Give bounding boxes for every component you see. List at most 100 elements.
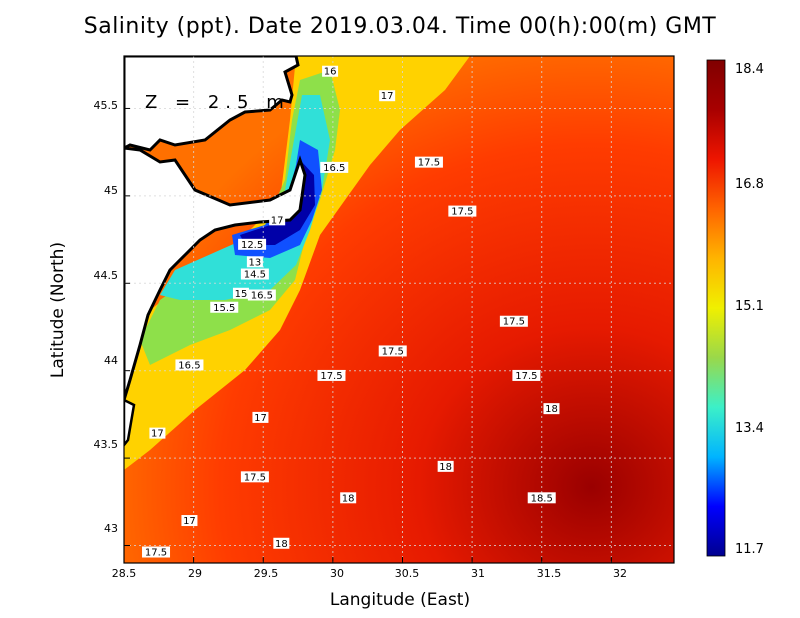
colorbar: [706, 59, 726, 557]
contour-label-text: 13: [249, 257, 262, 268]
y-tick-label: 44: [104, 354, 118, 367]
contour-label: 17.5: [499, 315, 528, 328]
contour-label: 13: [246, 256, 263, 268]
contour-label: 17: [269, 214, 286, 226]
contour-label-box: [269, 214, 286, 226]
contour-label-text: 12.5: [241, 240, 263, 251]
contour-label-box: [142, 546, 171, 558]
plot-frame: [123, 55, 675, 564]
contour-label-text: 17: [151, 429, 164, 440]
contour-label-box: [246, 256, 263, 268]
colorbar-tick-label: 15.1: [735, 299, 764, 314]
contour-label-box: [437, 460, 454, 472]
contour-label-box: [240, 268, 269, 280]
contour-label: 15.5: [210, 301, 239, 314]
contour-label-box: [149, 427, 166, 439]
contour-label-box: [247, 289, 276, 301]
x-tick-label: 29: [188, 567, 202, 580]
x-tick-label: 29.5: [253, 567, 279, 580]
contour-label-text: 18.5: [531, 493, 553, 504]
contour-label-text: 16.5: [251, 291, 273, 302]
x-tick-label: 32: [613, 567, 627, 580]
contour-label-text: 16: [324, 67, 337, 78]
contour-label: 16: [322, 65, 339, 78]
contour-label: 17.5: [317, 369, 346, 382]
contour-label-text: 17.5: [320, 371, 342, 382]
contour-label: 18: [437, 460, 454, 473]
contour-label: 18: [273, 537, 290, 550]
contour-label-box: [210, 301, 239, 313]
contour-label-text: 16.5: [323, 163, 345, 174]
x-tick-label: 28.5: [111, 567, 137, 580]
contour-label-text: 17: [381, 91, 394, 102]
contour-label-text: 17.5: [418, 158, 440, 169]
contour-label: 16.5: [247, 289, 276, 302]
contour-label-text: 18: [275, 539, 288, 550]
contour-label-text: 18: [439, 462, 452, 473]
contour-label-text: 17.5: [382, 346, 404, 357]
contour-label: 17.5: [240, 471, 269, 483]
contour-label-text: 17.5: [515, 371, 537, 382]
contour-label-box: [252, 411, 269, 423]
y-tick-label: 44.5: [93, 269, 119, 282]
contour-label-text: 17.5: [244, 472, 266, 483]
contour-label-text: 14.5: [244, 270, 266, 281]
contour-label-box: [527, 492, 556, 504]
contour-label-box: [414, 156, 443, 168]
contour-label-text: 17.5: [503, 317, 525, 328]
contour-label-box: [340, 492, 357, 504]
contour-label-text: 17: [183, 516, 196, 527]
contour-label-box: [181, 515, 198, 527]
contour-label-text: 18: [342, 493, 355, 504]
map-title: Salinity (ppt). Date 2019.03.04. Time 00…: [83, 14, 717, 39]
contour-label: 18.5: [527, 492, 556, 504]
contour-label-box: [273, 537, 290, 549]
colorbar-tick-label: 11.7: [735, 542, 764, 557]
contour-label-box: [448, 205, 477, 217]
y-tick-label: 45.5: [93, 99, 119, 112]
contour-label-text: 17: [254, 413, 267, 424]
plume-darkblue: [240, 160, 315, 245]
grid: [124, 56, 674, 563]
contour-label: 17: [252, 411, 269, 424]
y-tick-label: 43.5: [93, 438, 119, 451]
x-tick-label: 31.5: [536, 567, 562, 580]
x-axis-label: Langitude (East): [329, 590, 471, 610]
contour-label-text: 15: [235, 289, 248, 300]
y-tick-label: 43: [104, 522, 118, 535]
y-axis-label: Latitude (North): [48, 241, 68, 379]
land-lower: [124, 398, 136, 448]
y-tick-label: 45: [104, 184, 118, 197]
contour-label-box: [499, 315, 528, 327]
contour-label-box: [317, 369, 346, 381]
contour-label-box: [175, 359, 204, 371]
contour-label: 17.5: [142, 546, 171, 559]
contour-label-box: [512, 369, 541, 381]
contour-label: 17.5: [414, 156, 443, 169]
contour-label-box: [320, 161, 349, 173]
contour-label-box: [232, 287, 249, 299]
colorbar-tick-label: 16.8: [735, 177, 764, 192]
contour-label: 18: [543, 403, 560, 415]
contour-label-box: [378, 345, 407, 357]
contour-label-box: [322, 65, 339, 77]
contour-label-text: 18: [545, 404, 558, 415]
colorbar-tick-label: 13.4: [735, 421, 764, 436]
contour-label: 16.5: [320, 161, 349, 174]
contour-label-text: 17.5: [451, 207, 473, 218]
contour-label: 14.5: [240, 268, 269, 281]
contour-label: 17: [379, 90, 396, 102]
contour-label-text: 15.5: [213, 303, 235, 314]
contour-label: 17.5: [512, 369, 541, 382]
x-tick-label: 30.5: [394, 567, 420, 580]
contour-label: 17: [181, 515, 198, 527]
contour-label-box: [240, 471, 269, 483]
contour-label-text: 16.5: [178, 360, 200, 371]
axis-ticks: [123, 107, 612, 563]
contour-label-text: 17.5: [145, 548, 167, 559]
contour-label: 17.5: [378, 345, 407, 357]
contour-label-box: [543, 403, 560, 415]
x-tick-label: 30: [330, 567, 344, 580]
